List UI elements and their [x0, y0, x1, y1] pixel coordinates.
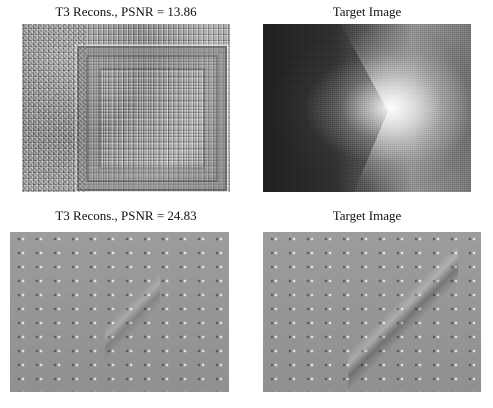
bottom-right-target-image [263, 232, 481, 392]
bottom-left-title: T3 Recons., PSNR = 24.83 [55, 208, 197, 223]
top-right-title: Target Image [332, 4, 402, 19]
top-left-title: T3 Recons., PSNR = 13.86 [55, 4, 197, 19]
top-right-target-image [263, 24, 471, 192]
bottom-right-title: Target Image [332, 208, 402, 223]
top-left-reconstruction-image [22, 24, 230, 192]
bottom-left-reconstruction-image [10, 232, 229, 392]
